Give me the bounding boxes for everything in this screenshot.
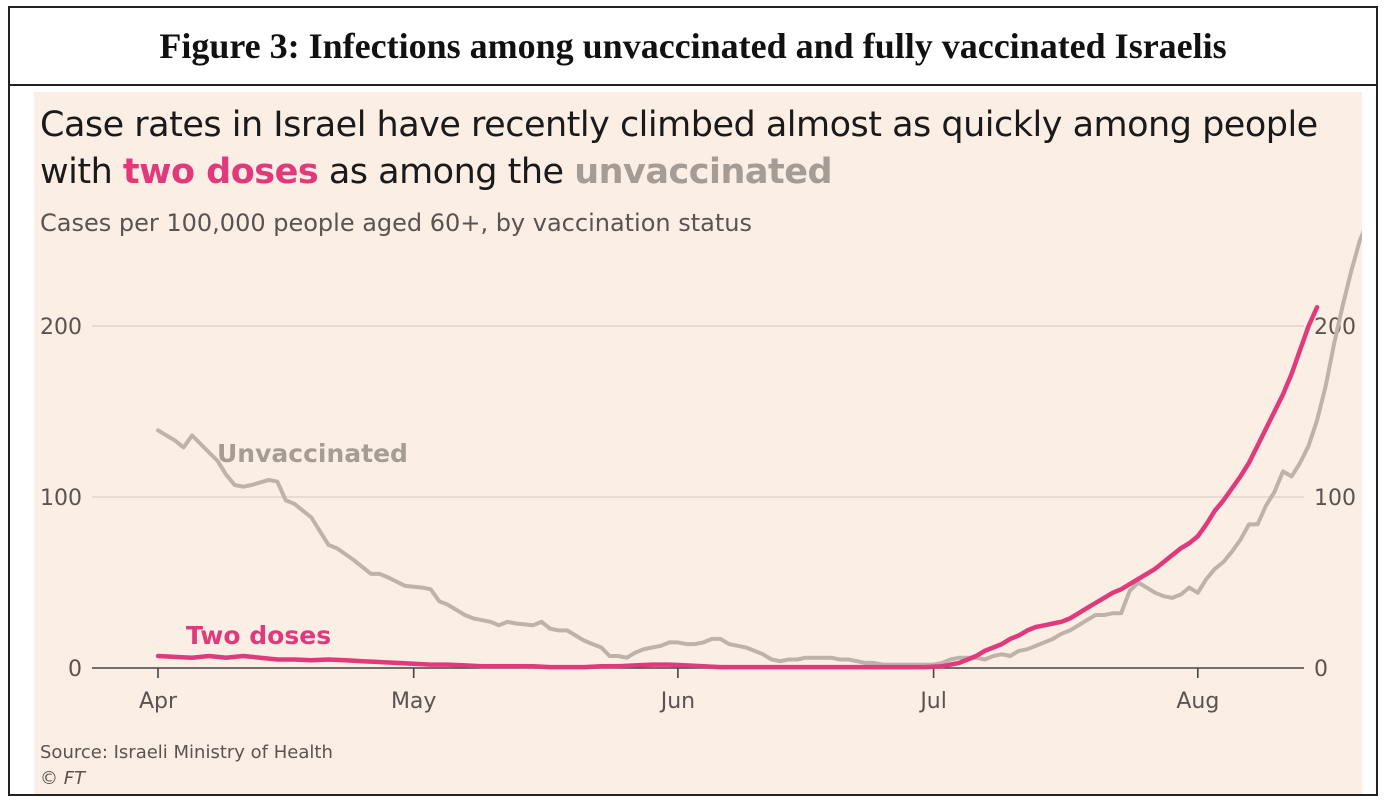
x-tick-may: May (391, 689, 436, 714)
y-tick-left-100: 100 (40, 486, 82, 511)
y-tick-left-200: 200 (40, 315, 82, 340)
series-label-two-doses: Two doses (186, 621, 331, 650)
x-tick-aug: Aug (1176, 689, 1219, 714)
y-tick-right-0: 0 (1314, 657, 1328, 682)
source-text: Source: Israeli Ministry of Health (40, 742, 333, 763)
chart-source: Source: Israeli Ministry of Health © FT (40, 740, 333, 792)
headline-part2: as among the (318, 152, 575, 192)
series-label-unvaccinated: Unvaccinated (217, 439, 408, 468)
chart-headline: Case rates in Israel have recently climb… (40, 102, 1340, 196)
headline-highlight-unvaccinated: unvaccinated (574, 152, 833, 192)
chart-panel: Case rates in Israel have recently climb… (34, 92, 1362, 794)
y-tick-left-0: 0 (68, 657, 82, 682)
headline-part1: Case rates in Israel have recently climb… (40, 105, 1318, 192)
copyright-text: © FT (40, 768, 86, 789)
headline-highlight-two-doses: two doses (122, 152, 319, 192)
x-tick-jul: Jul (918, 689, 947, 714)
series-line-two_doses (155, 304, 1320, 670)
series-line-unvaccinated (156, 229, 1362, 667)
figure-frame: Figure 3: Infections among unvaccinated … (8, 6, 1378, 796)
x-tick-apr: Apr (139, 689, 178, 714)
x-tick-jun: Jun (659, 689, 695, 714)
chart-subtitle: Cases per 100,000 people aged 60+, by va… (40, 209, 752, 237)
y-tick-right-100: 100 (1314, 486, 1356, 511)
figure-title: Figure 3: Infections among unvaccinated … (10, 8, 1376, 86)
